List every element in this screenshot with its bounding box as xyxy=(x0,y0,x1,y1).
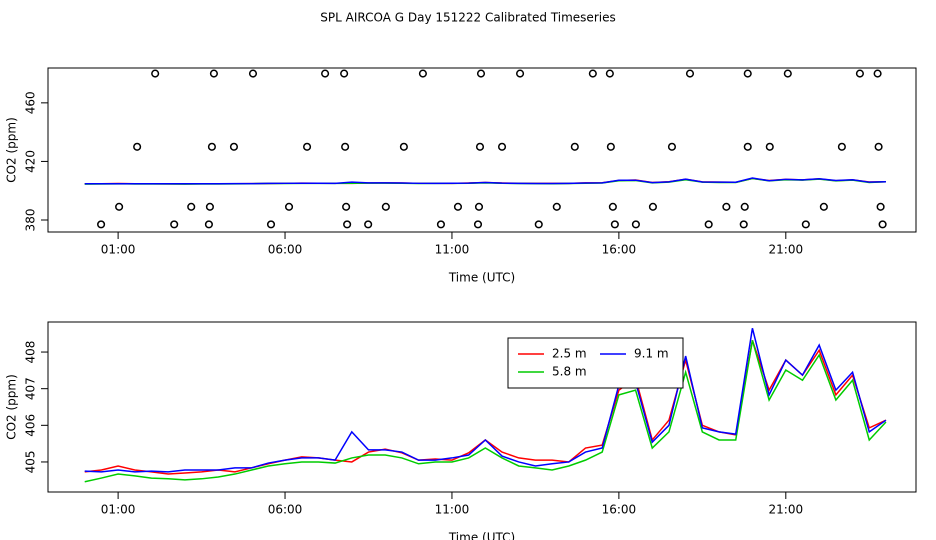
x-tick-label: 01:00 xyxy=(101,503,136,517)
point xyxy=(266,220,276,229)
point xyxy=(475,142,485,151)
legend-label: 5.8 m xyxy=(552,365,587,379)
y-tick-label: 420 xyxy=(24,150,38,173)
point xyxy=(97,220,106,229)
series-line xyxy=(84,328,887,473)
x-tick-label: 16:00 xyxy=(602,243,637,257)
y-tick-label: 380 xyxy=(24,209,38,232)
point xyxy=(381,202,390,211)
x-tick-label: 16:00 xyxy=(602,503,637,517)
point xyxy=(740,202,749,211)
legend-label: 9.1 m xyxy=(634,347,669,361)
point xyxy=(608,202,617,211)
point xyxy=(209,69,218,78)
y-axis-label: CO2 (ppm) xyxy=(5,117,19,183)
series-line xyxy=(84,340,887,483)
point xyxy=(399,142,408,151)
point xyxy=(340,69,349,78)
point xyxy=(341,142,350,151)
point xyxy=(115,202,124,211)
point xyxy=(284,202,294,211)
point xyxy=(207,142,216,151)
legend-box xyxy=(507,337,684,389)
y-tick-label: 408 xyxy=(24,341,38,364)
plot-frame xyxy=(47,321,917,493)
point xyxy=(534,220,543,229)
point xyxy=(170,220,179,229)
plot-frame xyxy=(47,67,917,233)
point xyxy=(133,142,142,151)
point xyxy=(476,69,486,78)
point xyxy=(342,202,351,211)
point xyxy=(801,220,810,229)
y-tick-label: 406 xyxy=(24,414,38,437)
x-tick-label: 06:00 xyxy=(268,503,303,517)
x-axis-label: Time (UTC) xyxy=(448,531,515,540)
x-tick-label: 11:00 xyxy=(435,243,470,257)
y-tick-label: 405 xyxy=(24,451,38,474)
point xyxy=(570,142,579,151)
x-axis-label: Time (UTC) xyxy=(448,271,515,285)
point xyxy=(321,69,330,78)
point xyxy=(819,202,828,211)
point xyxy=(743,142,752,151)
point xyxy=(722,202,731,211)
point xyxy=(588,69,597,78)
point xyxy=(151,69,160,78)
page-title: SPL AIRCOA G Day 151222 Calibrated Times… xyxy=(320,11,615,25)
point xyxy=(187,202,196,211)
legend-label: 2.5 m xyxy=(552,347,587,361)
x-tick-label: 11:00 xyxy=(435,503,470,517)
point xyxy=(474,202,484,211)
point xyxy=(229,142,239,151)
point xyxy=(855,69,864,78)
point xyxy=(873,69,882,78)
x-tick-label: 01:00 xyxy=(101,243,136,257)
point xyxy=(552,202,561,211)
point xyxy=(874,142,883,151)
point xyxy=(436,220,445,229)
point xyxy=(739,220,748,229)
point xyxy=(343,220,352,229)
point xyxy=(516,69,525,78)
series-line xyxy=(84,340,887,475)
point xyxy=(667,142,677,151)
x-tick-label: 21:00 xyxy=(769,243,804,257)
point xyxy=(610,220,619,229)
point xyxy=(205,202,214,211)
point xyxy=(364,220,373,229)
point xyxy=(783,69,792,78)
point xyxy=(418,69,427,78)
point xyxy=(605,69,614,78)
point xyxy=(453,202,463,211)
series-line xyxy=(84,177,886,185)
point xyxy=(648,202,657,211)
x-tick-label: 06:00 xyxy=(268,243,303,257)
point xyxy=(473,220,483,229)
point xyxy=(876,202,885,211)
point xyxy=(837,142,846,151)
point xyxy=(204,220,213,229)
y-tick-label: 460 xyxy=(24,91,38,114)
point xyxy=(878,220,887,229)
y-tick-label: 407 xyxy=(24,377,38,400)
point xyxy=(743,69,752,78)
y-axis-label: CO2 (ppm) xyxy=(5,374,19,440)
point xyxy=(704,220,713,229)
point xyxy=(248,69,258,78)
x-tick-label: 21:00 xyxy=(769,503,804,517)
point xyxy=(606,142,615,151)
point xyxy=(303,142,312,151)
point xyxy=(497,142,507,151)
point xyxy=(765,142,774,151)
point xyxy=(631,220,640,229)
point xyxy=(685,69,695,78)
